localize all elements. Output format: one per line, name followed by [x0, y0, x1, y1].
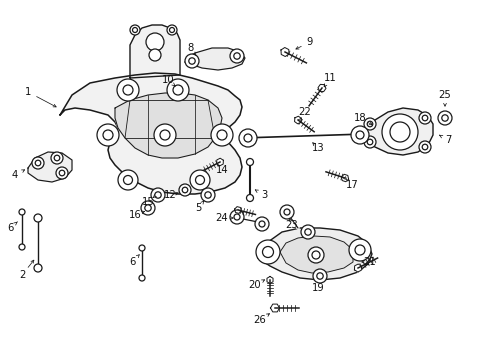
- Circle shape: [139, 275, 145, 281]
- Text: 19: 19: [312, 283, 324, 293]
- Polygon shape: [130, 25, 180, 78]
- Circle shape: [438, 111, 452, 125]
- Text: 20: 20: [249, 280, 261, 290]
- Circle shape: [239, 129, 257, 147]
- Circle shape: [256, 240, 280, 264]
- Polygon shape: [318, 84, 326, 92]
- Circle shape: [246, 158, 253, 166]
- Text: 17: 17: [345, 180, 358, 190]
- Polygon shape: [235, 207, 242, 213]
- Text: 9: 9: [307, 37, 313, 47]
- Text: 8: 8: [187, 43, 193, 53]
- Polygon shape: [342, 174, 348, 182]
- Circle shape: [149, 49, 161, 61]
- Circle shape: [19, 244, 25, 250]
- Text: 7: 7: [445, 135, 451, 145]
- Circle shape: [419, 112, 431, 124]
- Text: 11: 11: [323, 73, 336, 83]
- Polygon shape: [217, 158, 223, 166]
- Polygon shape: [365, 108, 433, 155]
- Circle shape: [230, 49, 244, 63]
- Circle shape: [141, 201, 155, 215]
- Circle shape: [139, 245, 145, 251]
- Text: 12: 12: [164, 190, 176, 200]
- Circle shape: [146, 33, 164, 51]
- Text: 5: 5: [195, 203, 201, 213]
- Circle shape: [34, 264, 42, 272]
- Circle shape: [130, 25, 140, 35]
- Polygon shape: [258, 228, 372, 280]
- Polygon shape: [294, 116, 301, 124]
- Circle shape: [56, 167, 68, 179]
- Polygon shape: [185, 48, 245, 70]
- Circle shape: [255, 217, 269, 231]
- Text: 1: 1: [25, 87, 31, 97]
- Polygon shape: [60, 73, 242, 194]
- Text: 21: 21: [364, 257, 376, 267]
- Text: 22: 22: [298, 107, 311, 117]
- Circle shape: [34, 214, 42, 222]
- Text: 6: 6: [7, 223, 13, 233]
- Circle shape: [211, 124, 233, 146]
- Text: 6: 6: [129, 257, 135, 267]
- Text: 25: 25: [439, 90, 451, 100]
- Polygon shape: [270, 304, 279, 312]
- Text: 4: 4: [12, 170, 18, 180]
- Text: 3: 3: [261, 190, 267, 200]
- Polygon shape: [28, 152, 72, 182]
- Circle shape: [364, 136, 376, 148]
- Circle shape: [419, 141, 431, 153]
- Circle shape: [190, 170, 210, 190]
- Circle shape: [201, 188, 215, 202]
- Circle shape: [97, 124, 119, 146]
- Circle shape: [364, 118, 376, 130]
- Circle shape: [313, 269, 327, 283]
- Circle shape: [308, 247, 324, 263]
- Circle shape: [117, 79, 139, 101]
- Circle shape: [349, 239, 371, 261]
- Circle shape: [230, 210, 244, 224]
- Circle shape: [32, 157, 44, 169]
- Circle shape: [151, 188, 165, 202]
- Circle shape: [179, 184, 191, 196]
- Circle shape: [118, 170, 138, 190]
- Circle shape: [351, 126, 369, 144]
- Polygon shape: [281, 48, 289, 57]
- Polygon shape: [354, 264, 362, 272]
- Text: 24: 24: [216, 213, 228, 223]
- Text: 26: 26: [254, 315, 267, 325]
- Circle shape: [19, 209, 25, 215]
- Text: 15: 15: [142, 197, 154, 207]
- Circle shape: [51, 152, 63, 164]
- Text: 18: 18: [354, 113, 367, 123]
- Circle shape: [382, 114, 418, 150]
- Text: 23: 23: [286, 220, 298, 230]
- Circle shape: [280, 205, 294, 219]
- Polygon shape: [267, 276, 273, 284]
- Text: 16: 16: [129, 210, 142, 220]
- Text: 13: 13: [312, 143, 324, 153]
- Circle shape: [301, 225, 315, 239]
- Circle shape: [167, 79, 189, 101]
- Text: 2: 2: [19, 270, 25, 280]
- Circle shape: [167, 25, 177, 35]
- Text: 14: 14: [216, 165, 228, 175]
- Polygon shape: [280, 236, 353, 273]
- Circle shape: [246, 194, 253, 202]
- Polygon shape: [115, 93, 222, 158]
- Text: 10: 10: [162, 75, 174, 85]
- Circle shape: [154, 124, 176, 146]
- Circle shape: [185, 54, 199, 68]
